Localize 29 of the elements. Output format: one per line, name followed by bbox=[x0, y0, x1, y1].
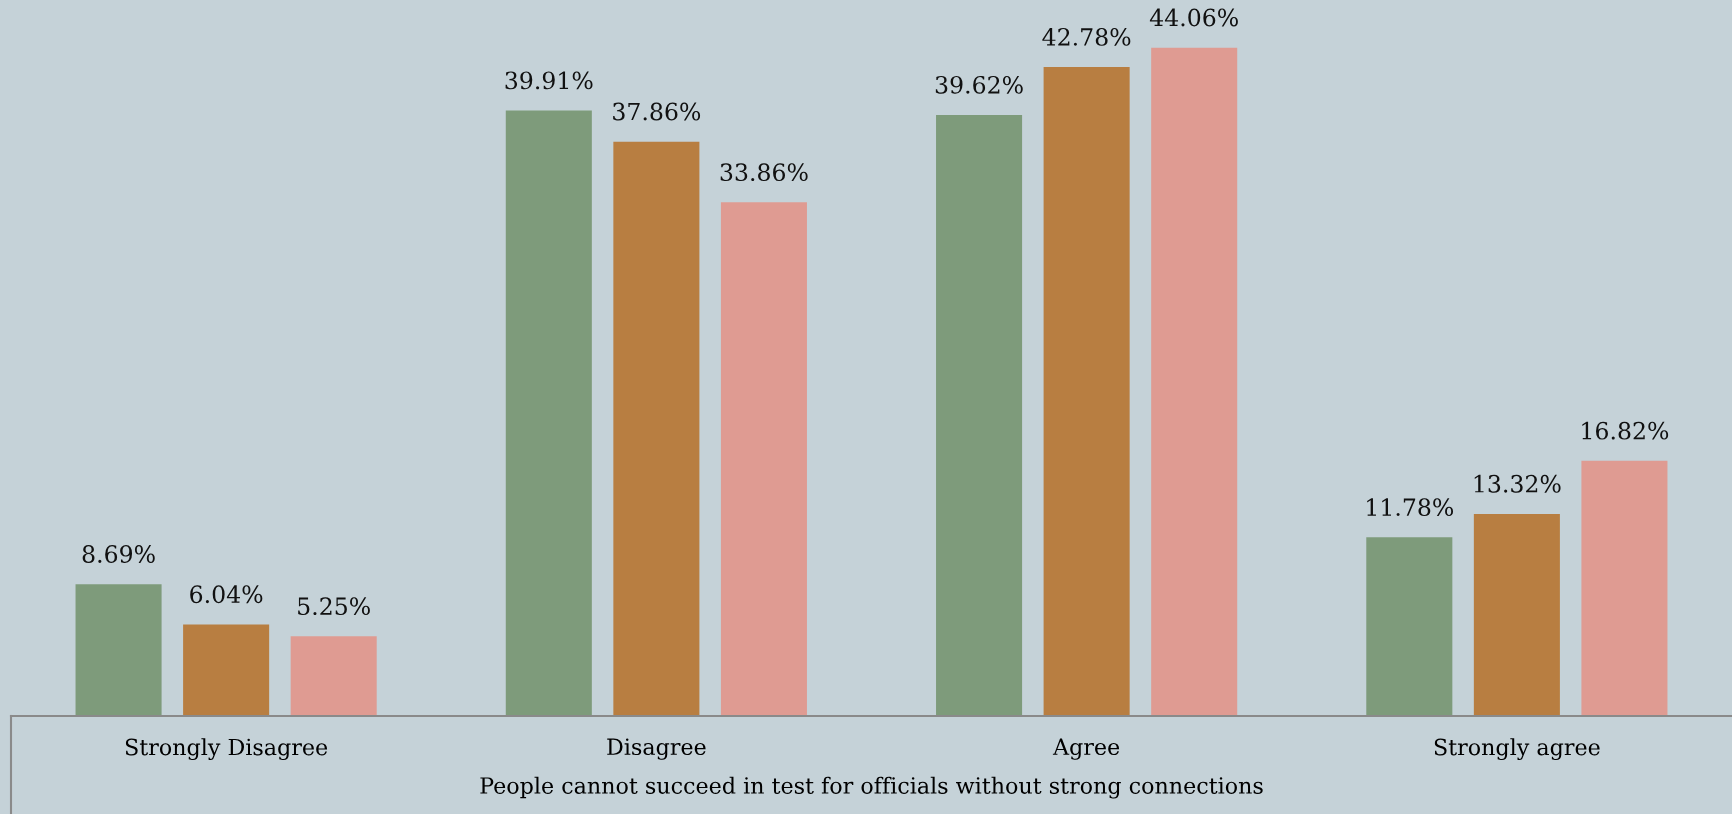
bar bbox=[1581, 460, 1668, 716]
data-label: 39.62% bbox=[935, 75, 1023, 94]
x-tick-label: Strongly agree bbox=[1434, 738, 1600, 761]
bar bbox=[75, 584, 162, 716]
data-label: 42.78% bbox=[1042, 27, 1131, 46]
bar bbox=[505, 110, 592, 716]
bar bbox=[1151, 47, 1238, 716]
bar bbox=[290, 636, 377, 716]
x-axis-title: People cannot succeed in test for officials without strong connections bbox=[480, 776, 1263, 799]
data-label: 13.32% bbox=[1474, 474, 1561, 493]
bar bbox=[1473, 513, 1560, 716]
data-label: 11.78% bbox=[1367, 498, 1454, 517]
x-tick-label: Agree bbox=[1052, 738, 1120, 760]
x-tick-label: Strongly Disagree bbox=[125, 738, 328, 761]
data-label: 5.25% bbox=[298, 597, 370, 616]
data-label: 33.86% bbox=[720, 163, 808, 182]
data-label: 39.91% bbox=[505, 71, 593, 90]
data-label: 8.69% bbox=[82, 545, 155, 563]
bar bbox=[613, 141, 700, 716]
data-label: 37.86% bbox=[613, 102, 701, 121]
bar bbox=[936, 114, 1023, 716]
bar bbox=[720, 202, 807, 716]
bar bbox=[183, 624, 270, 716]
bar bbox=[1366, 537, 1453, 716]
x-tick-label: Disagree bbox=[607, 738, 706, 760]
data-label: 16.82% bbox=[1582, 421, 1669, 440]
data-label: 44.06% bbox=[1149, 8, 1238, 27]
bar bbox=[1043, 67, 1130, 716]
data-label: 6.04% bbox=[190, 585, 263, 604]
